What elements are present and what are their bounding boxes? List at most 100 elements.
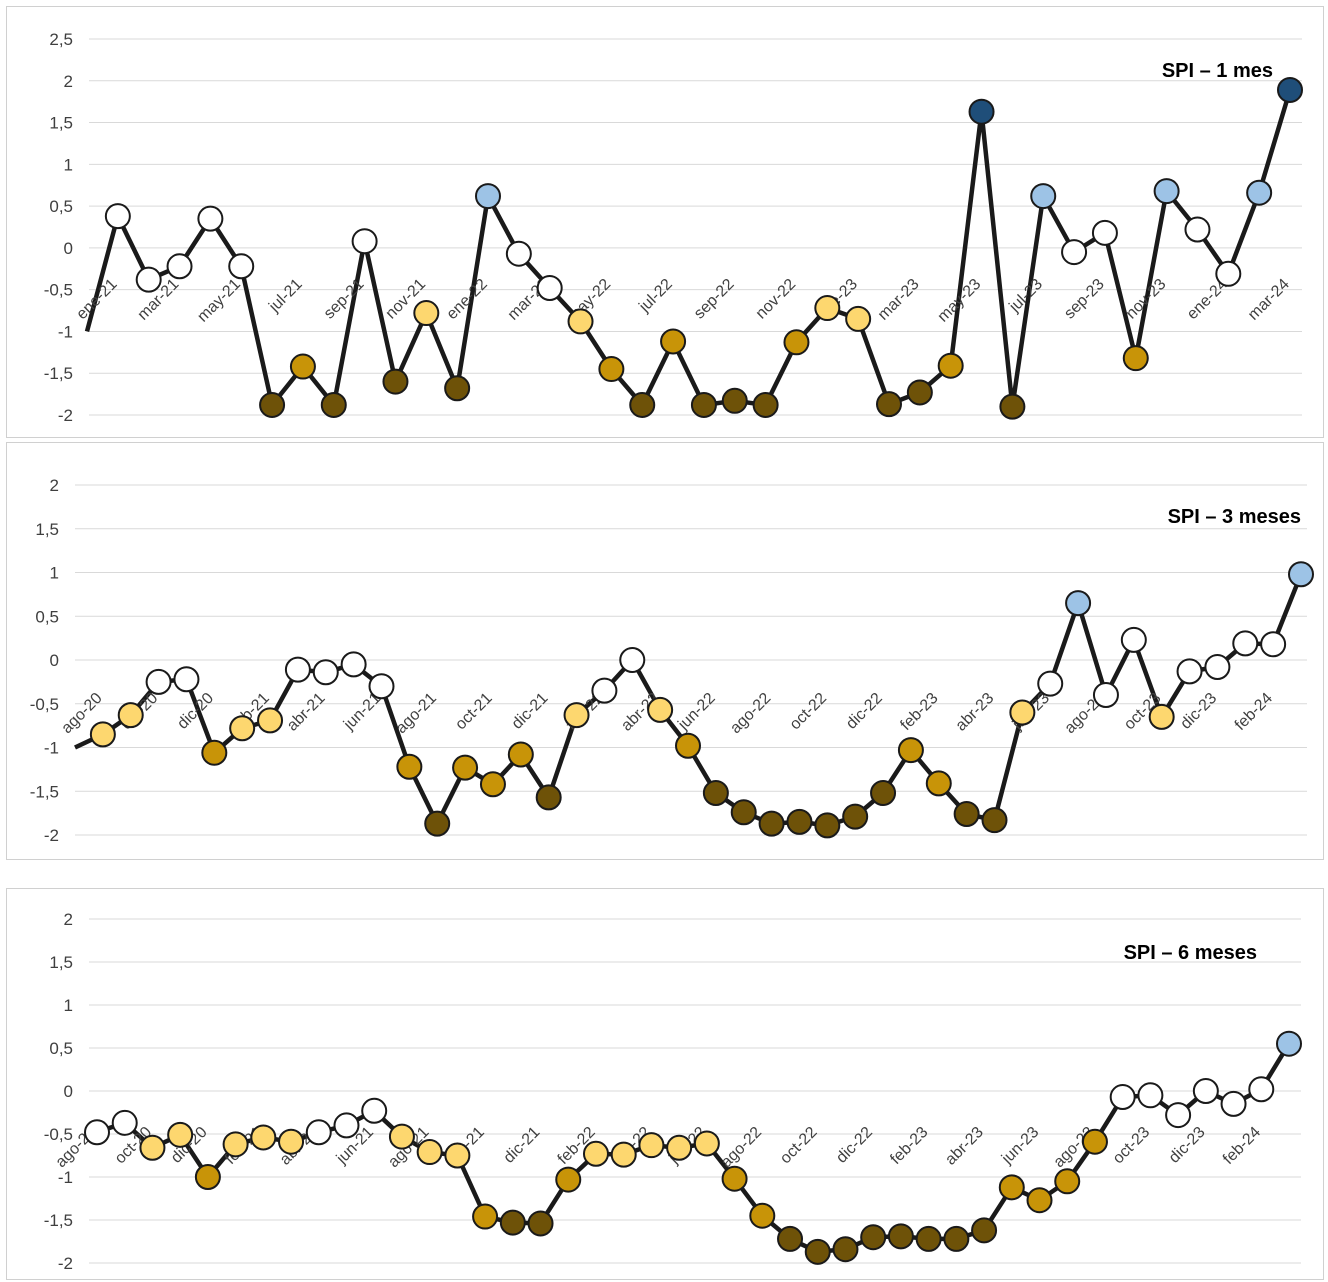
data-point bbox=[1081, 1128, 1108, 1155]
x-tick-label: sep-22 bbox=[691, 276, 738, 323]
data-point bbox=[1148, 703, 1175, 730]
y-tick-label: 1 bbox=[64, 155, 73, 174]
data-point bbox=[475, 183, 501, 210]
y-tick-label: -0,5 bbox=[30, 695, 59, 714]
data-point bbox=[660, 328, 687, 355]
y-tick-label: -0,5 bbox=[44, 281, 73, 300]
data-point bbox=[915, 1225, 942, 1252]
x-tick-label: mar-24 bbox=[1245, 276, 1293, 324]
data-point bbox=[702, 780, 729, 806]
data-point bbox=[675, 732, 701, 759]
data-point bbox=[804, 1238, 831, 1265]
data-point bbox=[730, 799, 757, 826]
data-point bbox=[104, 203, 131, 230]
data-point bbox=[1009, 699, 1036, 726]
x-tick-label: nov-22 bbox=[753, 276, 800, 323]
data-point bbox=[752, 391, 779, 418]
x-tick-label: ago-21 bbox=[393, 690, 440, 737]
data-point bbox=[1246, 179, 1273, 206]
data-point bbox=[610, 1141, 637, 1168]
y-tick-label: -2 bbox=[58, 1254, 73, 1273]
data-point bbox=[1026, 1187, 1053, 1214]
y-tick-label: 0,5 bbox=[49, 1039, 73, 1058]
data-point bbox=[1137, 1082, 1164, 1109]
data-point bbox=[416, 1139, 443, 1166]
y-tick-label: 0,5 bbox=[49, 197, 73, 216]
data-point bbox=[139, 1134, 166, 1161]
y-tick-label: 0 bbox=[50, 651, 59, 670]
x-tick-label: abr-23 bbox=[942, 1124, 987, 1169]
y-tick-label: -1 bbox=[44, 739, 59, 758]
data-point bbox=[505, 240, 532, 267]
x-tick-label: dic-23 bbox=[1177, 690, 1220, 733]
data-point bbox=[135, 266, 162, 293]
data-point bbox=[197, 205, 224, 232]
data-point bbox=[1037, 670, 1064, 697]
y-tick-label: 0,5 bbox=[35, 607, 59, 626]
data-point bbox=[555, 1166, 582, 1193]
data-point bbox=[999, 393, 1026, 420]
data-point bbox=[1277, 76, 1303, 103]
x-tick-label: feb-24 bbox=[1220, 1124, 1264, 1168]
y-tick-label: 1,5 bbox=[49, 114, 73, 133]
data-point bbox=[222, 1131, 249, 1158]
y-tick-label: 0 bbox=[64, 1082, 73, 1101]
data-point bbox=[814, 812, 841, 839]
data-point bbox=[1220, 1090, 1247, 1117]
x-tick-label: ago-22 bbox=[727, 690, 774, 737]
x-tick-label: nov-23 bbox=[1123, 276, 1170, 323]
data-point bbox=[845, 305, 872, 332]
data-point bbox=[749, 1202, 776, 1229]
spi-series-line bbox=[84, 89, 1293, 409]
x-tick-label: oct-22 bbox=[777, 1124, 821, 1168]
data-point bbox=[786, 808, 813, 835]
chart-title: SPI – 3 meses bbox=[1168, 506, 1301, 528]
x-tick-label: jul-22 bbox=[636, 276, 676, 316]
data-point bbox=[413, 300, 440, 327]
data-point bbox=[998, 1174, 1025, 1201]
data-point bbox=[444, 1142, 471, 1169]
data-point bbox=[1192, 1078, 1219, 1104]
data-point bbox=[906, 379, 933, 406]
data-point bbox=[783, 329, 810, 356]
data-point bbox=[876, 391, 902, 418]
spi-6-meses-plot: 21,510,50-0,5-1-1,5-2ago-20oct-20dic-20f… bbox=[44, 910, 1302, 1273]
data-point bbox=[111, 1109, 138, 1136]
data-point bbox=[629, 391, 656, 418]
data-point bbox=[382, 368, 409, 395]
data-point bbox=[860, 1224, 887, 1251]
y-tick-label: -1 bbox=[58, 322, 73, 341]
data-point bbox=[842, 803, 869, 830]
x-tick-label: feb-24 bbox=[1232, 690, 1276, 734]
x-tick-label: dic-22 bbox=[833, 1124, 876, 1167]
data-point bbox=[1061, 239, 1088, 266]
data-point bbox=[582, 1140, 609, 1167]
data-point bbox=[1120, 626, 1147, 653]
data-point bbox=[937, 352, 964, 379]
x-tick-label: jun-23 bbox=[998, 1124, 1042, 1168]
data-point bbox=[832, 1236, 859, 1263]
data-point bbox=[598, 356, 625, 383]
data-point bbox=[312, 659, 339, 686]
data-point bbox=[1122, 345, 1149, 372]
data-point bbox=[320, 391, 347, 418]
data-point bbox=[563, 702, 590, 729]
data-point bbox=[535, 784, 562, 811]
data-point bbox=[953, 801, 980, 827]
data-point bbox=[1054, 1168, 1081, 1195]
x-tick-label: sep-21 bbox=[321, 276, 368, 323]
y-tick-label: -2 bbox=[44, 826, 59, 845]
data-point bbox=[1184, 216, 1211, 243]
data-point bbox=[499, 1209, 526, 1236]
y-tick-label: 0 bbox=[64, 239, 73, 258]
spi-1-mes-chart: 2,5 2 1,5 1 0,5 0 -0,5 -1 -1,5 -2 ene-21 mar-21 may-… bbox=[6, 6, 1324, 438]
data-point bbox=[981, 807, 1008, 834]
x-tick-label: oct-22 bbox=[787, 690, 831, 734]
x-tick-label: ago-22 bbox=[718, 1124, 765, 1171]
data-point bbox=[333, 1112, 360, 1139]
data-point bbox=[89, 721, 116, 748]
data-point bbox=[1165, 1102, 1192, 1129]
data-point bbox=[351, 228, 378, 255]
data-point bbox=[1204, 654, 1231, 680]
